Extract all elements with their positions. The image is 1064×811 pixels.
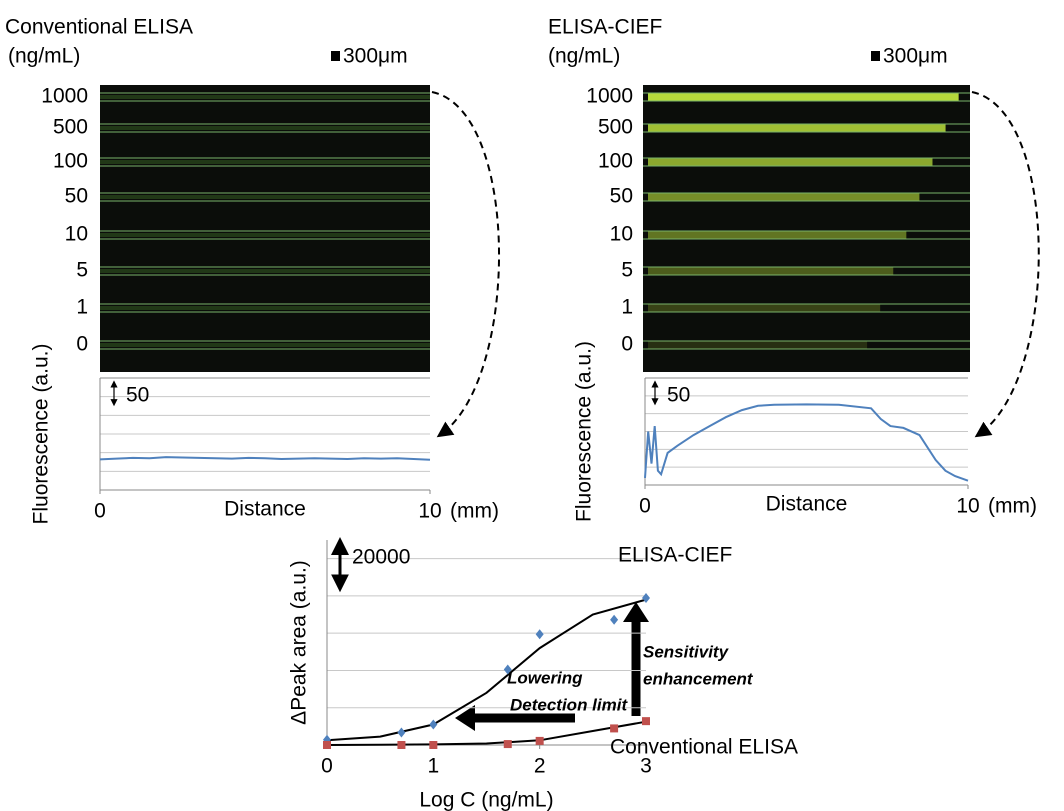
x-tick-label: 3 xyxy=(640,755,652,778)
channel-glow xyxy=(648,341,868,349)
data-point xyxy=(503,664,512,675)
x-tick-label: 0 xyxy=(94,500,106,523)
data-point xyxy=(323,741,331,749)
concentration-label: 500 xyxy=(598,116,633,139)
annotation: Detection limit xyxy=(510,695,628,714)
concentration-label: 50 xyxy=(65,185,88,208)
y-axis-label: ΔPeak area (a.u.) xyxy=(288,560,311,725)
panel-unit: (ng/mL) xyxy=(8,45,80,68)
channel-glow xyxy=(648,93,959,101)
panel-unit: (ng/mL) xyxy=(548,45,620,68)
arrow-head xyxy=(455,705,475,731)
data-point xyxy=(503,740,512,749)
concentration-label: 1 xyxy=(621,296,633,319)
x-tick-label: 2 xyxy=(534,755,546,778)
channel-glow xyxy=(648,193,920,201)
channel-glow xyxy=(100,160,430,164)
concentration-label: 1000 xyxy=(41,85,88,108)
data-point xyxy=(642,717,650,726)
annotation: Lowering xyxy=(507,668,583,687)
concentration-label: 0 xyxy=(621,333,633,356)
channel-glow xyxy=(100,343,430,347)
data-point xyxy=(642,592,650,603)
scale-bar-label: 300μm xyxy=(343,45,408,68)
x-axis-label: Log C (ng/mL) xyxy=(419,789,553,811)
panel-title: Conventional ELISA xyxy=(5,16,193,39)
scale-bar-label: 20000 xyxy=(352,546,410,569)
channel-glow xyxy=(648,124,946,132)
series-label: ELISA-CIEF xyxy=(618,544,732,567)
concentration-label: 5 xyxy=(621,259,633,282)
x-tick-label: 1 xyxy=(427,755,439,778)
scale-bar-label: 50 xyxy=(667,384,690,407)
series-label: Conventional ELISA xyxy=(610,736,798,759)
concentration-label: 100 xyxy=(598,150,633,173)
fluorescence-image xyxy=(643,85,970,372)
dashed-arrow xyxy=(971,91,1040,438)
channel-glow xyxy=(100,195,430,199)
panel-title: ELISA-CIEF xyxy=(548,16,662,39)
data-point xyxy=(535,629,544,640)
trace-line xyxy=(99,456,431,461)
data-point xyxy=(610,724,619,733)
scale-bar-label: 300μm xyxy=(883,45,948,68)
annotation: enhancement xyxy=(643,669,754,688)
channel-glow xyxy=(648,158,933,166)
channel-glow xyxy=(648,304,881,312)
data-point xyxy=(535,736,544,745)
trace-line xyxy=(644,403,969,482)
scale-bar-label: 50 xyxy=(126,384,149,407)
concentration-label: 10 xyxy=(65,223,88,246)
channel-glow xyxy=(100,269,430,273)
fit-curve xyxy=(326,720,647,746)
concentration-label: 100 xyxy=(53,150,88,173)
x-axis-label: Distance xyxy=(224,498,306,521)
arrow-head xyxy=(623,602,649,622)
data-point xyxy=(429,741,438,749)
y-axis-label: Fluorescence (a.u.) xyxy=(30,344,53,525)
y-axis-label: Fluorescence (a.u.) xyxy=(573,341,596,522)
channel-glow xyxy=(100,126,430,130)
channel-glow xyxy=(100,233,430,237)
data-point xyxy=(397,727,406,738)
x-tick-label: 0 xyxy=(321,755,333,778)
data-point xyxy=(429,719,438,730)
concentration-label: 5 xyxy=(76,259,88,282)
x-axis-unit: (mm) xyxy=(450,500,499,523)
x-axis-label: Distance xyxy=(766,493,848,516)
concentration-label: 0 xyxy=(76,333,88,356)
dashed-arrow xyxy=(431,91,500,438)
concentration-label: 50 xyxy=(610,185,633,208)
channel-glow xyxy=(648,267,894,275)
x-tick-label: 10 xyxy=(418,500,441,523)
channel-glow xyxy=(100,95,430,99)
channel-glow xyxy=(100,306,430,310)
scale-bar xyxy=(331,51,340,61)
concentration-label: 10 xyxy=(610,223,633,246)
annotation: Sensitivity xyxy=(643,642,730,661)
x-tick-label: 10 xyxy=(956,495,979,518)
concentration-label: 1 xyxy=(76,296,88,319)
x-axis-unit: (mm) xyxy=(988,495,1037,518)
scale-bar xyxy=(871,51,880,61)
fit-curve xyxy=(326,598,647,742)
data-point xyxy=(397,741,406,749)
concentration-label: 500 xyxy=(53,116,88,139)
fluorescence-image xyxy=(100,85,430,372)
x-tick-label: 0 xyxy=(639,495,651,518)
data-point xyxy=(610,614,619,625)
concentration-label: 1000 xyxy=(586,85,633,108)
channel-glow xyxy=(648,231,907,239)
